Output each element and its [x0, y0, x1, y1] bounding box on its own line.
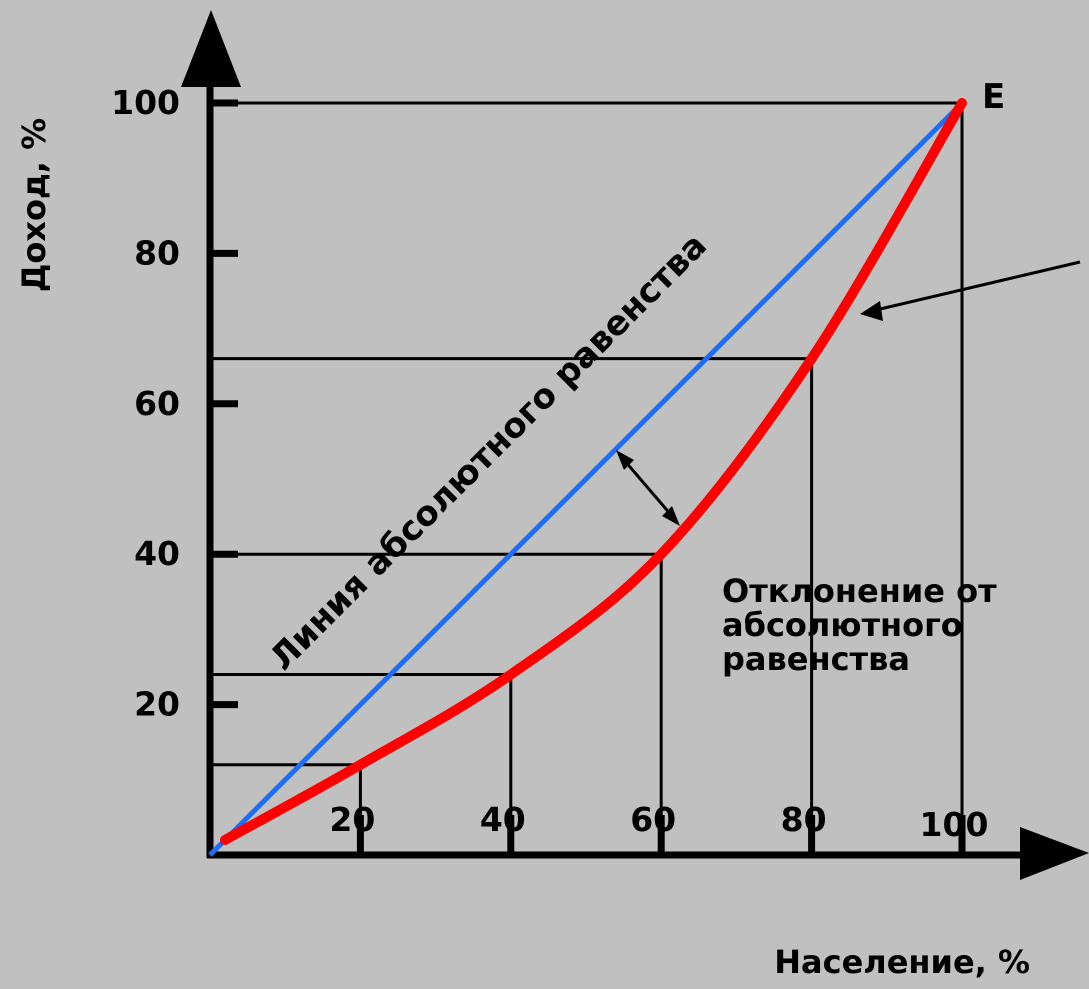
y-tick-label-80: 80 — [134, 233, 180, 272]
equality-line-label: Линия абсолютного равенства — [262, 226, 715, 679]
x-tick-label-80: 80 — [781, 800, 827, 839]
x-tick-label-40: 40 — [480, 800, 526, 839]
x-tick-label-100: 100 — [920, 805, 989, 844]
tick-labels: 20 40 60 80 100 20 40 60 80 100 — [111, 83, 988, 855]
deviation-arrow-line — [622, 459, 674, 517]
lorenz-curve — [220, 98, 967, 845]
guide-lines — [210, 101, 964, 855]
series-layer — [208, 98, 1081, 857]
y-tick-label-20: 20 — [134, 685, 180, 724]
y-axis-arrow — [181, 10, 241, 87]
x-axis-label: Население, % — [774, 943, 1030, 981]
y-tick-label-100: 100 — [111, 83, 180, 122]
x-tick-label-20: 20 — [329, 800, 375, 839]
deviation-arrow-head-bottom — [662, 506, 680, 526]
pointer-arrow-head — [860, 301, 883, 321]
deviation-arrow-head-top — [616, 450, 634, 470]
pointer-line — [875, 260, 1081, 312]
axes — [181, 10, 1089, 880]
equality-line — [208, 101, 964, 857]
y-tick-label-60: 60 — [134, 384, 180, 423]
y-axis-label: Доход, % — [15, 118, 53, 292]
deviation-annotation-line-1: Отклонение от — [722, 572, 997, 610]
deviation-annotation-line-2: абсолютного — [722, 606, 963, 644]
deviation-annotation-line-3: равенства — [722, 640, 910, 678]
y-tick-label-40: 40 — [134, 534, 180, 573]
x-tick-label-60: 60 — [630, 800, 676, 839]
point-e-label: E — [982, 77, 1005, 117]
x-axis-arrow — [1020, 827, 1089, 880]
